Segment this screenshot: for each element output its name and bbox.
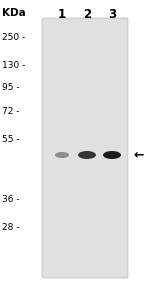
Text: 130 -: 130 - <box>2 60 25 69</box>
Text: 28 -: 28 - <box>2 223 20 232</box>
Text: KDa: KDa <box>2 8 26 18</box>
Text: 2: 2 <box>83 8 91 21</box>
Ellipse shape <box>55 152 69 158</box>
Text: 55 -: 55 - <box>2 135 20 145</box>
Text: 95 -: 95 - <box>2 82 20 92</box>
Text: 36 -: 36 - <box>2 196 20 204</box>
Text: 72 -: 72 - <box>2 107 20 117</box>
Text: 1: 1 <box>58 8 66 21</box>
Bar <box>42 18 128 278</box>
Ellipse shape <box>78 151 96 159</box>
Text: 3: 3 <box>108 8 116 21</box>
Text: ←: ← <box>133 149 144 162</box>
Ellipse shape <box>103 151 121 159</box>
Text: 250 -: 250 - <box>2 33 25 43</box>
